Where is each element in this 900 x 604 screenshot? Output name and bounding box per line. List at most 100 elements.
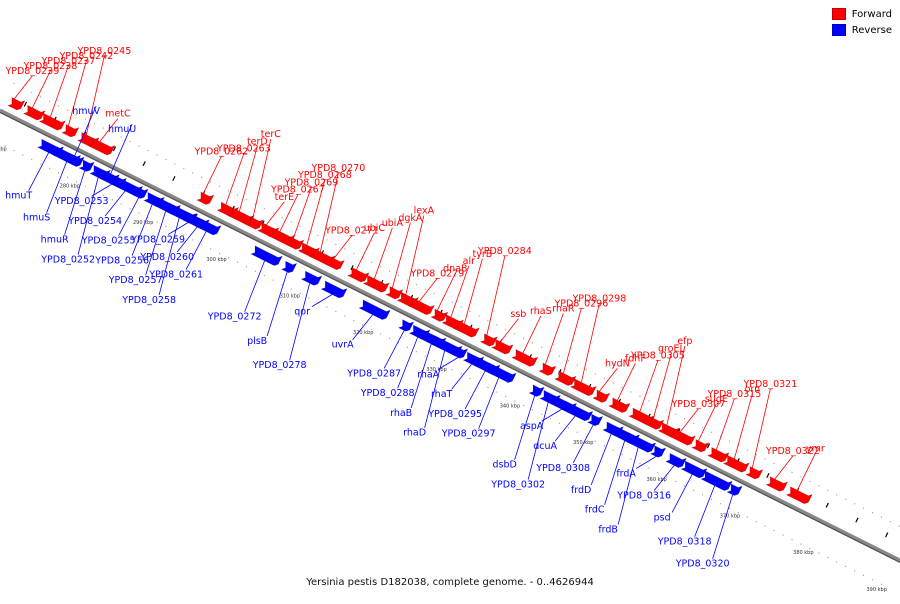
reverse-leader	[77, 177, 99, 255]
reverse-gene-label: plsB	[247, 336, 267, 347]
reverse-leader	[694, 485, 716, 537]
reverse-gene	[320, 280, 348, 299]
reverse-leader	[176, 226, 198, 253]
forward-leader	[292, 187, 312, 239]
reverse-leader	[311, 294, 333, 307]
forward-leader	[356, 232, 375, 270]
reverse-leader	[383, 330, 405, 369]
reverse-gene-label: uvrA	[332, 340, 355, 351]
forward-gene	[553, 370, 577, 386]
forward-gene-label: ssb	[510, 309, 526, 320]
forward-leader	[698, 403, 717, 441]
reverse-gene	[280, 260, 298, 274]
map-caption: Yersinia pestis D182038, complete genome…	[306, 577, 594, 588]
reverse-gene-label: YPD8_0302	[490, 479, 545, 490]
forward-leader	[203, 156, 222, 194]
tick-mark	[172, 175, 176, 181]
forward-gene-label: YPD8_0239	[4, 66, 59, 77]
forward-gene-label: YPD8_0238	[22, 61, 77, 72]
forward-gene	[691, 439, 710, 453]
forward-leader	[437, 273, 456, 311]
forward-gene	[479, 333, 498, 347]
forward-gene-label: ubiC	[364, 223, 386, 234]
forward-gene-label: YPD8_0270	[310, 163, 365, 174]
forward-gene-label: hydN	[605, 358, 630, 369]
forward-gene-label: YPD8_0305	[630, 351, 685, 362]
reverse-gene	[680, 460, 708, 479]
reverse-gene-label: hmuU	[108, 124, 136, 135]
forward-gene	[88, 137, 116, 156]
forward-gene	[765, 476, 789, 492]
reverse-gene-label: rhaB	[390, 408, 412, 419]
reverse-gene	[484, 362, 517, 383]
forward-gene-label: dgkA	[398, 213, 423, 224]
forward-gene-label: ymr	[806, 443, 825, 454]
forward-gene	[511, 349, 539, 367]
guide-dots-reverse	[0, 142, 887, 588]
forward-gene	[722, 454, 750, 473]
forward-leader	[252, 138, 272, 219]
forward-leader	[99, 118, 119, 142]
forward-gene	[407, 297, 435, 316]
reverse-gene-label: hmuR	[41, 235, 69, 246]
forward-gene	[346, 266, 370, 283]
reverse-gene-label: YPD8_0259	[130, 234, 185, 245]
reverse-gene	[700, 470, 733, 491]
forward-leader	[652, 353, 672, 419]
forward-gene-label: rhaR	[552, 303, 575, 314]
forward-gene-label: terC	[261, 129, 281, 140]
kbp-label: 360 kbp	[646, 477, 666, 483]
forward-leader	[463, 258, 483, 324]
legend-item-reverse: Reverse	[831, 24, 892, 36]
kbp-label: 310 kbp	[280, 293, 300, 299]
reverse-leader	[712, 494, 734, 559]
reverse-gene	[623, 432, 657, 453]
forward-gene	[592, 389, 611, 403]
kbp-label: 380 kbp	[793, 550, 813, 556]
reverse-leader	[653, 465, 675, 491]
forward-gene-label: groEL	[658, 343, 686, 354]
forward-gene	[22, 104, 46, 121]
forward-gene	[385, 286, 404, 300]
reverse-gene-label: hmuT	[5, 191, 32, 202]
forward-leader	[544, 313, 564, 365]
reverse-gene-label: YPD8_0272	[207, 312, 262, 323]
forward-gene-label: YPD8_0322	[765, 446, 820, 457]
forward-gene-label: dnaB	[443, 263, 467, 274]
reverse-gene-label: YPD8_0308	[535, 463, 590, 474]
reverse-leader	[464, 370, 486, 410]
reverse-gene-label: frdA	[616, 468, 636, 479]
forward-gene-label: rhaS	[530, 306, 552, 317]
reverse-gene	[560, 400, 594, 422]
forward-leader	[419, 278, 438, 302]
tick-mark	[142, 161, 146, 167]
reverse-gene-label: YPD8_0316	[616, 490, 671, 501]
legend-label-forward: Forward	[851, 8, 892, 20]
forward-leader	[562, 308, 582, 374]
legend-swatch-reverse	[831, 24, 846, 36]
reverse-gene-label: YPD8_0287	[346, 368, 401, 379]
forward-gene-label: YPD8_0269	[283, 177, 338, 188]
forward-gene	[227, 207, 255, 226]
reverse-gene-label: YPD8_0258	[121, 295, 176, 306]
reverse-gene	[649, 445, 667, 458]
reverse-gene	[194, 217, 222, 236]
forward-leader	[715, 398, 735, 450]
forward-gene	[268, 227, 296, 246]
reverse-gene-label: YPD8_0288	[360, 388, 415, 399]
reverse-gene-label: YPD8_0297	[441, 429, 496, 440]
reverse-leader	[397, 337, 419, 389]
reverse-leader	[28, 152, 49, 191]
reverse-leader	[590, 433, 612, 486]
forward-leader	[666, 345, 686, 426]
reverse-gene	[528, 384, 545, 397]
legend-label-reverse: Reverse	[851, 24, 892, 36]
forward-leader	[599, 368, 618, 392]
reverse-leader	[158, 217, 180, 296]
forward-gene-label: YPD8_0298	[571, 293, 626, 304]
forward-leader	[751, 388, 771, 468]
reverse-leader	[352, 314, 373, 340]
tick-mark	[766, 472, 770, 478]
forward-gene	[430, 308, 449, 322]
reverse-gene	[250, 245, 283, 266]
